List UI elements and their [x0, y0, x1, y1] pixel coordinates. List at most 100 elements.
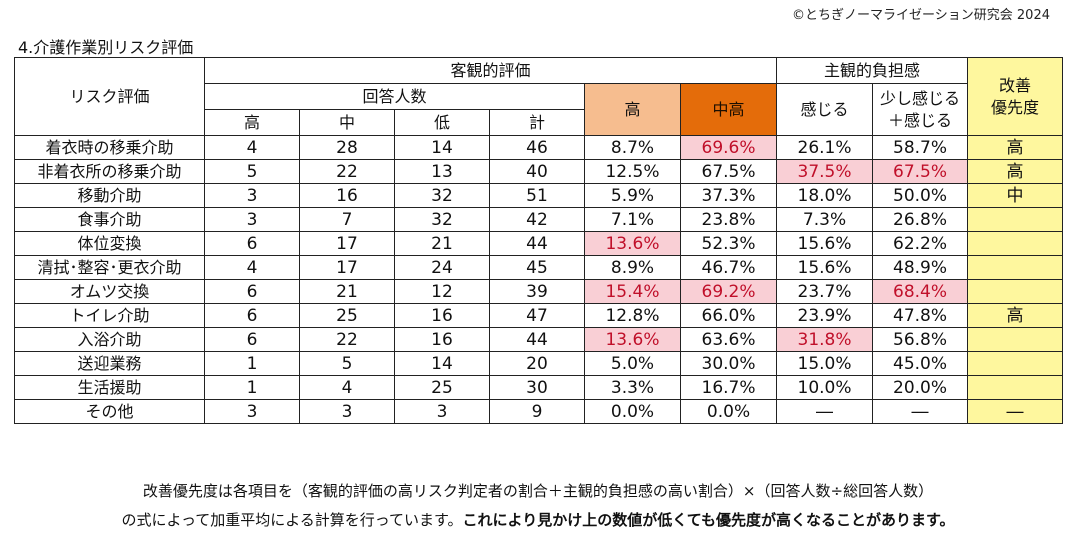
- header-low: 低: [394, 109, 490, 136]
- cell-mid: 5: [299, 351, 395, 376]
- cell-slight: 48.9%: [872, 255, 969, 280]
- header-priority: 改善 優先度: [967, 57, 1064, 136]
- cell-mid: 4: [299, 375, 395, 400]
- cell-midhigh-pct: 0.0%: [679, 399, 778, 424]
- header-midhigh-pct: 中高: [679, 83, 778, 136]
- cell-total: 30: [489, 375, 585, 400]
- footnote-line-2-bold: これにより見かけ上の数値が低くても優先度が高くなることがあります。: [462, 511, 955, 529]
- header-objective: 客観的評価: [203, 57, 778, 84]
- cell-mid: 7: [299, 207, 395, 232]
- cell-feel: 10.0%: [776, 375, 874, 400]
- header-subjective: 主観的負担感: [776, 57, 969, 84]
- cell-mid: 21: [299, 279, 395, 304]
- cell-name: 送迎業務: [14, 351, 205, 376]
- table-row: 移動介助 3 16 32 51 5.9% 37.3% 18.0% 50.0% 中: [14, 183, 1064, 208]
- cell-midhigh-pct: 66.0%: [679, 303, 778, 328]
- cell-feel: 23.9%: [776, 303, 874, 328]
- cell-high-pct: 5.0%: [584, 351, 681, 376]
- cell-mid: 22: [299, 327, 395, 352]
- cell-priority: [967, 207, 1064, 232]
- cell-high-pct: 5.9%: [584, 183, 681, 208]
- table-row: 非着衣所の移乗介助 5 22 13 40 12.5% 67.5% 37.5% 67.5% 高: [14, 159, 1064, 184]
- cell-high: 6: [204, 279, 300, 304]
- cell-low: 32: [394, 207, 490, 232]
- cell-high: 1: [204, 351, 300, 376]
- cell-slight: ―: [872, 399, 969, 424]
- cell-feel: 37.5%: [776, 159, 874, 184]
- cell-high: 5: [204, 159, 300, 184]
- table-row: 入浴介助 6 22 16 44 13.6% 63.6% 31.8% 56.8%: [14, 327, 1064, 352]
- footnote-line-2-plain: の式によって加重平均による計算を行っています。: [121, 511, 463, 529]
- cell-low: 16: [394, 327, 490, 352]
- cell-mid: 3: [299, 399, 395, 424]
- cell-midhigh-pct: 67.5%: [679, 159, 778, 184]
- cell-slight: 45.0%: [872, 351, 969, 376]
- cell-feel: ―: [776, 399, 874, 424]
- cell-priority: [967, 255, 1064, 280]
- cell-mid: 25: [299, 303, 395, 328]
- cell-mid: 16: [299, 183, 395, 208]
- cell-total: 9: [489, 399, 585, 424]
- cell-high-pct: 12.5%: [584, 159, 681, 184]
- cell-priority: [967, 279, 1064, 304]
- cell-name: 入浴介助: [14, 327, 205, 352]
- cell-name: 食事介助: [14, 207, 205, 232]
- cell-low: 14: [394, 351, 490, 376]
- cell-feel: 15.0%: [776, 351, 874, 376]
- cell-midhigh-pct: 69.2%: [679, 279, 778, 304]
- cell-midhigh-pct: 30.0%: [679, 351, 778, 376]
- cell-total: 51: [489, 183, 585, 208]
- header-risk-eval: リスク評価: [14, 57, 205, 136]
- cell-high-pct: 0.0%: [584, 399, 681, 424]
- header-mid: 中: [299, 109, 395, 136]
- cell-priority: [967, 351, 1064, 376]
- cell-mid: 22: [299, 159, 395, 184]
- cell-high: 6: [204, 327, 300, 352]
- section-title: 4.介護作業別リスク評価: [18, 38, 194, 57]
- table-row: その他 3 3 3 9 0.0% 0.0% ― ― ―: [14, 399, 1064, 424]
- footnote-line-2: の式によって加重平均による計算を行っています。これにより見かけ上の数値が低くても…: [0, 509, 1076, 530]
- cell-mid: 28: [299, 135, 395, 160]
- cell-high-pct: 13.6%: [584, 231, 681, 256]
- cell-name: 体位変換: [14, 231, 205, 256]
- cell-low: 16: [394, 303, 490, 328]
- cell-total: 42: [489, 207, 585, 232]
- cell-low: 21: [394, 231, 490, 256]
- cell-high-pct: 8.9%: [584, 255, 681, 280]
- cell-high-pct: 7.1%: [584, 207, 681, 232]
- cell-slight: 68.4%: [872, 279, 969, 304]
- footnote-line-1: 改善優先度は各項目を（客観的評価の高リスク判定者の割合＋主観的負担感の高い割合）…: [142, 482, 934, 500]
- cell-mid: 17: [299, 255, 395, 280]
- cell-high: 3: [204, 399, 300, 424]
- cell-high: 3: [204, 207, 300, 232]
- header-high-pct: 高: [584, 83, 681, 136]
- table-row: 送迎業務 1 5 14 20 5.0% 30.0% 15.0% 45.0%: [14, 351, 1064, 376]
- cell-name: 非着衣所の移乗介助: [14, 159, 205, 184]
- cell-slight: 56.8%: [872, 327, 969, 352]
- cell-feel: 15.6%: [776, 231, 874, 256]
- table-row: 着衣時の移乗介助 4 28 14 46 8.7% 69.6% 26.1% 58.7% 高: [14, 135, 1064, 160]
- cell-priority: [967, 375, 1064, 400]
- cell-high-pct: 15.4%: [584, 279, 681, 304]
- cell-high: 3: [204, 183, 300, 208]
- cell-name: 清拭･整容･更衣介助: [14, 255, 205, 280]
- cell-feel: 26.1%: [776, 135, 874, 160]
- cell-midhigh-pct: 23.8%: [679, 207, 778, 232]
- risk-evaluation-table: リスク評価 客観的評価 主観的負担感 改善 優先度 回答人数 高 中高 感じる …: [14, 57, 1064, 424]
- table-row: 清拭･整容･更衣介助 4 17 24 45 8.9% 46.7% 15.6% 48.9%: [14, 255, 1064, 280]
- cell-midhigh-pct: 63.6%: [679, 327, 778, 352]
- table-row: 生活援助 1 4 25 30 3.3% 16.7% 10.0% 20.0%: [14, 375, 1064, 400]
- cell-name: トイレ介助: [14, 303, 205, 328]
- cell-total: 46: [489, 135, 585, 160]
- table-row: トイレ介助 6 25 16 47 12.8% 66.0% 23.9% 47.8% 高: [14, 303, 1064, 328]
- cell-low: 24: [394, 255, 490, 280]
- cell-priority: [967, 231, 1064, 256]
- cell-total: 20: [489, 351, 585, 376]
- header-total: 計: [489, 109, 585, 136]
- cell-feel: 7.3%: [776, 207, 874, 232]
- cell-priority: 中: [967, 183, 1064, 208]
- cell-high: 6: [204, 303, 300, 328]
- cell-slight: 20.0%: [872, 375, 969, 400]
- cell-feel: 18.0%: [776, 183, 874, 208]
- header-row-2: 回答人数 高 中高 感じる 少し感じる ＋感じる: [15, 83, 1063, 136]
